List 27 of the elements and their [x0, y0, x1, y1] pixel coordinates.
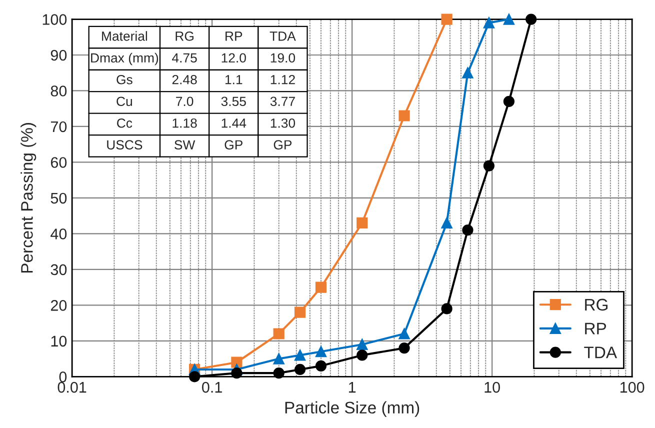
- x-tick-label: 100: [620, 382, 644, 393]
- y-axis-title: Percent Passing (%): [20, 123, 36, 273]
- y-tick-label: 80: [50, 86, 67, 96]
- x-tick-label: 0.1: [202, 382, 222, 393]
- legend-label: RP: [585, 322, 606, 334]
- y-tick-label: 90: [50, 50, 67, 61]
- text: USCS SW GP GP: [107, 140, 292, 150]
- text: Material RG RP TDA: [102, 31, 296, 41]
- y-tick-label: 70: [50, 121, 67, 132]
- x-tick-label: 1: [348, 382, 356, 393]
- x-tick-label: 10: [484, 382, 500, 393]
- y-tick-label: 100: [42, 14, 67, 25]
- y-tick-label: 60: [50, 157, 67, 168]
- x-axis-title: Particle Size (mm): [285, 401, 420, 417]
- text: Cc 1.18 1.44 1.30: [117, 118, 296, 128]
- x-tick-label: 0.01: [58, 382, 86, 393]
- y-tick-label: 30: [50, 264, 67, 276]
- y-tick-label: 0: [59, 372, 67, 382]
- legend-label: TDA: [584, 346, 618, 358]
- y-tick-label: 10: [51, 336, 67, 347]
- y-tick-label: 20: [50, 300, 67, 311]
- text: Gs 2.48 1.1 1.12: [116, 74, 295, 84]
- y-tick-label: 40: [50, 228, 67, 240]
- y-tick-label: 50: [50, 192, 67, 204]
- text: Dmax (mm) 4.75 12.0 19.0: [91, 52, 296, 66]
- legend-label: RG: [585, 298, 608, 311]
- text: Cu 7.0 3.55 3.77: [116, 96, 295, 106]
